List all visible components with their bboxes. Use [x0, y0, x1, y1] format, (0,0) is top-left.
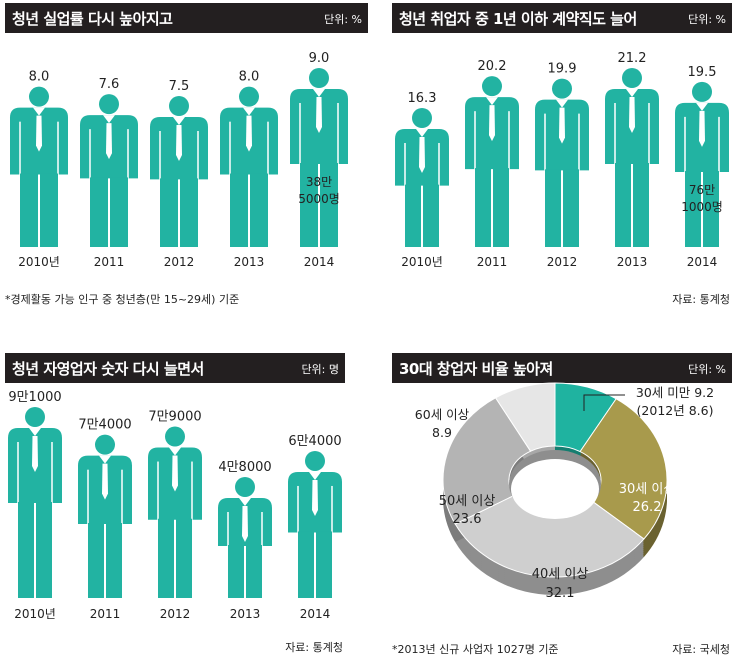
- value-label: 7.5: [169, 79, 190, 94]
- annotation-label: 38만: [306, 175, 332, 189]
- value-label: 16.3: [408, 91, 437, 106]
- unit-label: 단위: %: [688, 363, 726, 376]
- category-label: 2014: [304, 255, 335, 269]
- panel-header: 청년 실업률 다시 높아지고 단위: %: [5, 3, 368, 33]
- category-label: 2014: [687, 255, 718, 269]
- figure-bar: [10, 86, 68, 247]
- category-label: 2012: [160, 607, 191, 621]
- slice-value: 32.1: [546, 586, 575, 601]
- source-label: 자료: 통계청: [672, 293, 730, 306]
- slice-label: 60세 이상: [415, 407, 470, 422]
- contract-bar-chart: 16.3 2010년 20.2 2011 19.9 2012 21.2 2013 19.5 201…: [395, 51, 729, 269]
- value-label: 8.0: [29, 70, 50, 85]
- panel-title: 청년 취업자 중 1년 이하 계약직도 늘어: [399, 10, 637, 28]
- slice-value: 8.9: [432, 425, 452, 440]
- panel-founder-age: 30대 창업자 비율 높아져 단위: % 30세 미만 9.2 (2012년 8.…: [392, 353, 732, 663]
- figure-bar: [395, 108, 449, 247]
- value-label: 6만4000: [288, 434, 341, 449]
- panel-header: 청년 취업자 중 1년 이하 계약직도 늘어 단위: %: [392, 3, 732, 33]
- figure-bar: [8, 407, 62, 598]
- category-label: 2010년: [401, 255, 443, 269]
- unemployment-bar-chart: 8.0 2010년 7.6 2011 7.5 2012 8.0 2013 9.0 2014 38만 5…: [10, 51, 348, 269]
- category-label: 2013: [234, 255, 265, 269]
- category-label: 2013: [230, 607, 261, 621]
- figure-bar: [535, 78, 589, 247]
- panel-header: 30대 창업자 비율 높아져 단위: %: [392, 353, 732, 383]
- category-label: 2011: [477, 255, 508, 269]
- category-label: 2011: [94, 255, 125, 269]
- figure-bar: [675, 81, 729, 247]
- slice-label: 50세 이상: [439, 494, 496, 509]
- donut-slice: [442, 397, 532, 525]
- value-label: 9.0: [309, 51, 330, 66]
- self-employed-bar-chart: 9만1000 2010년 7만4000 2011 7만9000 2012 4만8000 201…: [8, 390, 342, 621]
- panel-title: 청년 실업률 다시 높아지고: [12, 10, 173, 28]
- category-label: 2010년: [14, 607, 56, 621]
- panel-title: 청년 자영업자 숫자 다시 늘면서: [12, 360, 204, 378]
- value-label: 19.5: [688, 65, 717, 80]
- annotation-label: 76만: [689, 183, 715, 197]
- figure-bar: [220, 86, 278, 247]
- figure-bar: [605, 68, 659, 247]
- slice-value: 26.2: [633, 500, 662, 515]
- unit-label: 단위: %: [688, 13, 726, 26]
- value-label: 7만9000: [148, 410, 201, 425]
- footnote: *경제활동 가능 인구 중 청년층(만 15~29세) 기준: [5, 293, 240, 306]
- value-label: 8.0: [239, 70, 260, 85]
- value-label: 7만4000: [78, 418, 131, 433]
- figure-bar: [78, 434, 132, 598]
- figure-bar: [290, 68, 348, 247]
- slice-label: 30세 미만 9.2: [636, 385, 714, 400]
- slice-value: 23.6: [453, 512, 482, 527]
- panel-title: 30대 창업자 비율 높아져: [399, 360, 553, 378]
- value-label: 20.2: [478, 59, 507, 74]
- value-label: 4만8000: [218, 460, 271, 475]
- category-label: 2010년: [18, 255, 60, 269]
- value-label: 21.2: [618, 51, 647, 66]
- panel-contract-workers: 청년 취업자 중 1년 이하 계약직도 늘어 단위: % 16.3 2010년 20…: [392, 3, 732, 318]
- category-label: 2014: [300, 607, 331, 621]
- unit-label: 단위: %: [324, 13, 362, 26]
- value-label: 19.9: [548, 62, 577, 77]
- figure-bar: [218, 477, 272, 598]
- category-label: 2012: [164, 255, 195, 269]
- panel-self-employed: 청년 자영업자 숫자 다시 늘면서 단위: 명 9만1000 2010년 7만400…: [5, 353, 345, 663]
- category-label: 2013: [617, 255, 648, 269]
- figure-bar: [288, 450, 342, 598]
- annotation-label: 1000명: [681, 200, 723, 214]
- slice-label: 40세 이상: [532, 567, 589, 582]
- category-label: 2012: [547, 255, 578, 269]
- slice-label: 30세 이상: [619, 482, 676, 497]
- figure-bar: [148, 426, 202, 598]
- donut-slice: [579, 398, 668, 540]
- unit-label: 단위: 명: [301, 363, 339, 376]
- value-label: 7.6: [99, 77, 120, 92]
- footnote: *2013년 신규 사업자 1027명 기준: [392, 643, 559, 656]
- figure-bar: [80, 94, 138, 247]
- value-label: 9만1000: [8, 390, 61, 405]
- figure-bar: [150, 96, 208, 247]
- panel-youth-unemployment: 청년 실업률 다시 높아지고 단위: % 8.0 2010년 7.6 2011 7.5 2…: [5, 3, 368, 318]
- annotation-label: 5000명: [298, 192, 340, 206]
- founder-donut-chart: 30세 미만 9.2 (2012년 8.6) 30세 이상 26.2 40세 이상 32.…: [415, 382, 714, 601]
- slice-extra-label: (2012년 8.6): [637, 403, 714, 418]
- donut-slice: [494, 382, 556, 452]
- panel-header: 청년 자영업자 숫자 다시 늘면서 단위: 명: [5, 353, 345, 383]
- source-label: 자료: 통계청: [285, 641, 343, 654]
- figure-bar: [465, 76, 519, 247]
- category-label: 2011: [90, 607, 121, 621]
- source-label: 자료: 국세청: [672, 643, 730, 656]
